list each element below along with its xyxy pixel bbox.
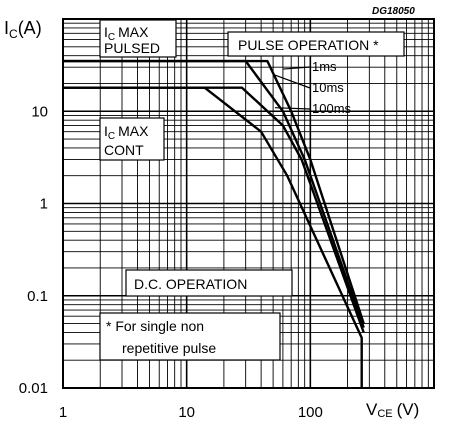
ic-max-pulsed-annotation: IC MAX PULSED [99, 19, 177, 58]
y-tick-label: 0.1 [27, 288, 48, 305]
x-axis-label: VCE (V) [366, 400, 419, 420]
ic-max-cont-annotation: IC MAX CONT [99, 117, 165, 161]
series-group [63, 59, 365, 388]
series-label-1ms: 1ms [312, 59, 337, 74]
y-axis-label: IC(A) [4, 18, 42, 41]
svg-text:D.C. OPERATION: D.C. OPERATION [134, 276, 247, 292]
svg-text:PULSE OPERATION *: PULSE OPERATION * [238, 37, 379, 53]
series-leader [283, 66, 311, 70]
series-leader [274, 74, 311, 89]
x-tick-label: 100 [298, 404, 323, 421]
series-line-dc [63, 86, 363, 388]
y-tick-label: 1 [40, 196, 48, 213]
pulse-operation-annotation: PULSE OPERATION * [227, 31, 405, 57]
x-tick-label: 1 [59, 404, 67, 421]
tick-labels: 10 1 0.1 0.01 1 10 100 [19, 103, 323, 421]
svg-text:CONT: CONT [104, 142, 144, 158]
series-label-100ms: 100ms [312, 101, 352, 116]
svg-text:PULSED: PULSED [104, 40, 160, 56]
svg-text:* For single non: * For single non [106, 318, 204, 334]
series-line-10ms [63, 59, 365, 329]
x-tick-label: 10 [178, 404, 195, 421]
dc-operation-annotation: D.C. OPERATION [125, 269, 293, 297]
footnote-annotation: * For single non repetitive pulse [99, 312, 281, 361]
series-label-10ms: 10ms [312, 80, 344, 95]
plot-frame [62, 18, 435, 389]
series-leaders: 1ms 10ms 100ms [274, 59, 352, 116]
y-tick-label: 0.01 [19, 380, 48, 397]
y-tick-label: 10 [31, 103, 48, 120]
svg-text:repetitive pulse: repetitive pulse [122, 340, 216, 356]
chart-code: DG18050 [372, 6, 415, 17]
series-leader [274, 107, 311, 110]
